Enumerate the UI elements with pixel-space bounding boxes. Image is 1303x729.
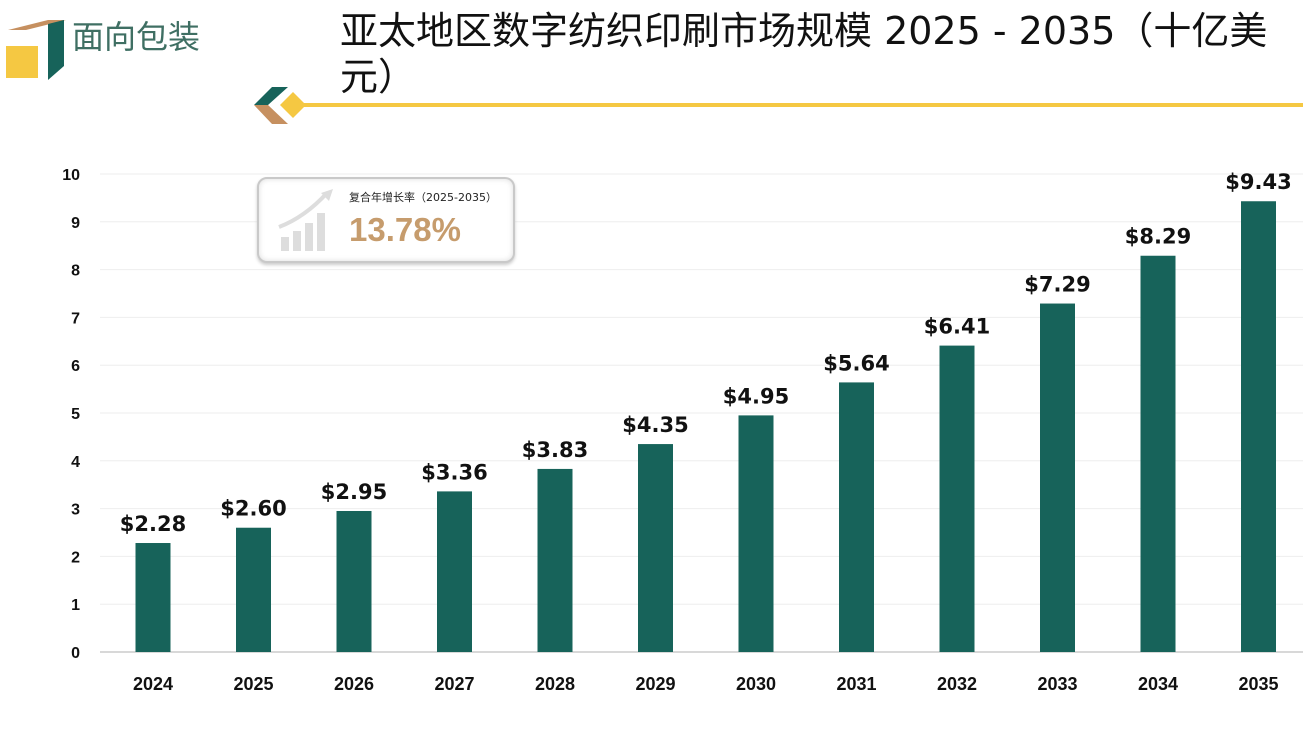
y-tick-label: 2 bbox=[71, 549, 80, 566]
page-title: 亚太地区数字纺织印刷市场规模 2025 - 2035（十亿美元） bbox=[340, 9, 1268, 99]
data-label: $3.36 bbox=[421, 460, 487, 484]
x-tick-label: 2034 bbox=[1138, 674, 1178, 694]
bar-2027 bbox=[437, 491, 472, 652]
y-tick-label: 6 bbox=[71, 358, 80, 375]
logo-icon bbox=[6, 20, 66, 80]
x-tick-label: 2026 bbox=[334, 674, 374, 694]
data-label: $8.29 bbox=[1125, 225, 1191, 249]
x-tick-label: 2024 bbox=[133, 674, 173, 694]
bar-2026 bbox=[336, 510, 372, 652]
data-label: $7.29 bbox=[1024, 273, 1090, 297]
data-label: $2.28 bbox=[120, 512, 186, 536]
cagr-value: 13.78% bbox=[349, 211, 461, 248]
data-label: $9.43 bbox=[1225, 170, 1291, 194]
bar-2025 bbox=[236, 527, 271, 652]
y-tick-label: 8 bbox=[71, 263, 80, 280]
data-label: $5.64 bbox=[823, 351, 889, 375]
x-tick-label: 2031 bbox=[836, 674, 876, 694]
y-tick-label: 1 bbox=[71, 597, 80, 614]
x-tick-label: 2033 bbox=[1037, 674, 1077, 694]
bar-2029 bbox=[638, 444, 673, 652]
x-tick-label: 2028 bbox=[535, 674, 575, 694]
bar-2031 bbox=[839, 382, 874, 652]
data-label: $6.41 bbox=[924, 315, 990, 339]
y-tick-label: 10 bbox=[62, 167, 80, 184]
brand-name: 面向包装 bbox=[72, 18, 201, 56]
data-label: $2.95 bbox=[321, 480, 387, 504]
title-underline bbox=[300, 103, 1303, 107]
y-tick-label: 4 bbox=[71, 454, 80, 471]
x-tick-label: 2032 bbox=[937, 674, 977, 694]
bar-2034 bbox=[1140, 255, 1176, 652]
x-tick-label: 2035 bbox=[1238, 674, 1278, 694]
bar-2028 bbox=[537, 468, 573, 652]
data-label: $3.83 bbox=[522, 438, 588, 462]
data-label: $4.95 bbox=[723, 384, 789, 408]
x-tick-label: 2029 bbox=[635, 674, 675, 694]
bar-2032 bbox=[939, 345, 975, 652]
cagr-label: 复合年增长率（2025-2035） bbox=[349, 191, 497, 204]
y-tick-label: 3 bbox=[71, 502, 80, 519]
y-tick-label: 5 bbox=[71, 406, 80, 423]
title-decoration-icon bbox=[254, 87, 1303, 124]
x-tick-label: 2027 bbox=[434, 674, 474, 694]
growth-chart-icon bbox=[278, 189, 333, 251]
bar-2030 bbox=[738, 415, 774, 652]
y-tick-label: 9 bbox=[71, 215, 80, 232]
y-tick-label: 0 bbox=[71, 645, 80, 662]
data-label: $4.35 bbox=[622, 413, 688, 437]
x-tick-label: 2025 bbox=[233, 674, 273, 694]
bar-2024 bbox=[135, 543, 171, 652]
bar-2035 bbox=[1241, 201, 1276, 652]
x-tick-label: 2030 bbox=[736, 674, 776, 694]
y-tick-label: 7 bbox=[71, 310, 80, 327]
data-label: $2.60 bbox=[220, 497, 286, 521]
cagr-box: 复合年增长率（2025-2035） 13.78% bbox=[257, 177, 515, 263]
bar-2033 bbox=[1040, 303, 1075, 652]
